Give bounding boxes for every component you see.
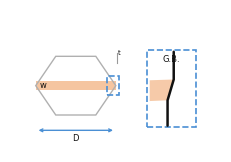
Text: G.B.: G.B. bbox=[162, 55, 179, 64]
Text: D: D bbox=[72, 134, 79, 143]
Bar bbox=[146, 50, 195, 127]
Bar bbox=[36, 81, 115, 90]
Text: t: t bbox=[118, 50, 120, 56]
Polygon shape bbox=[149, 80, 173, 101]
Text: w: w bbox=[40, 81, 46, 90]
Bar bbox=[106, 76, 119, 95]
